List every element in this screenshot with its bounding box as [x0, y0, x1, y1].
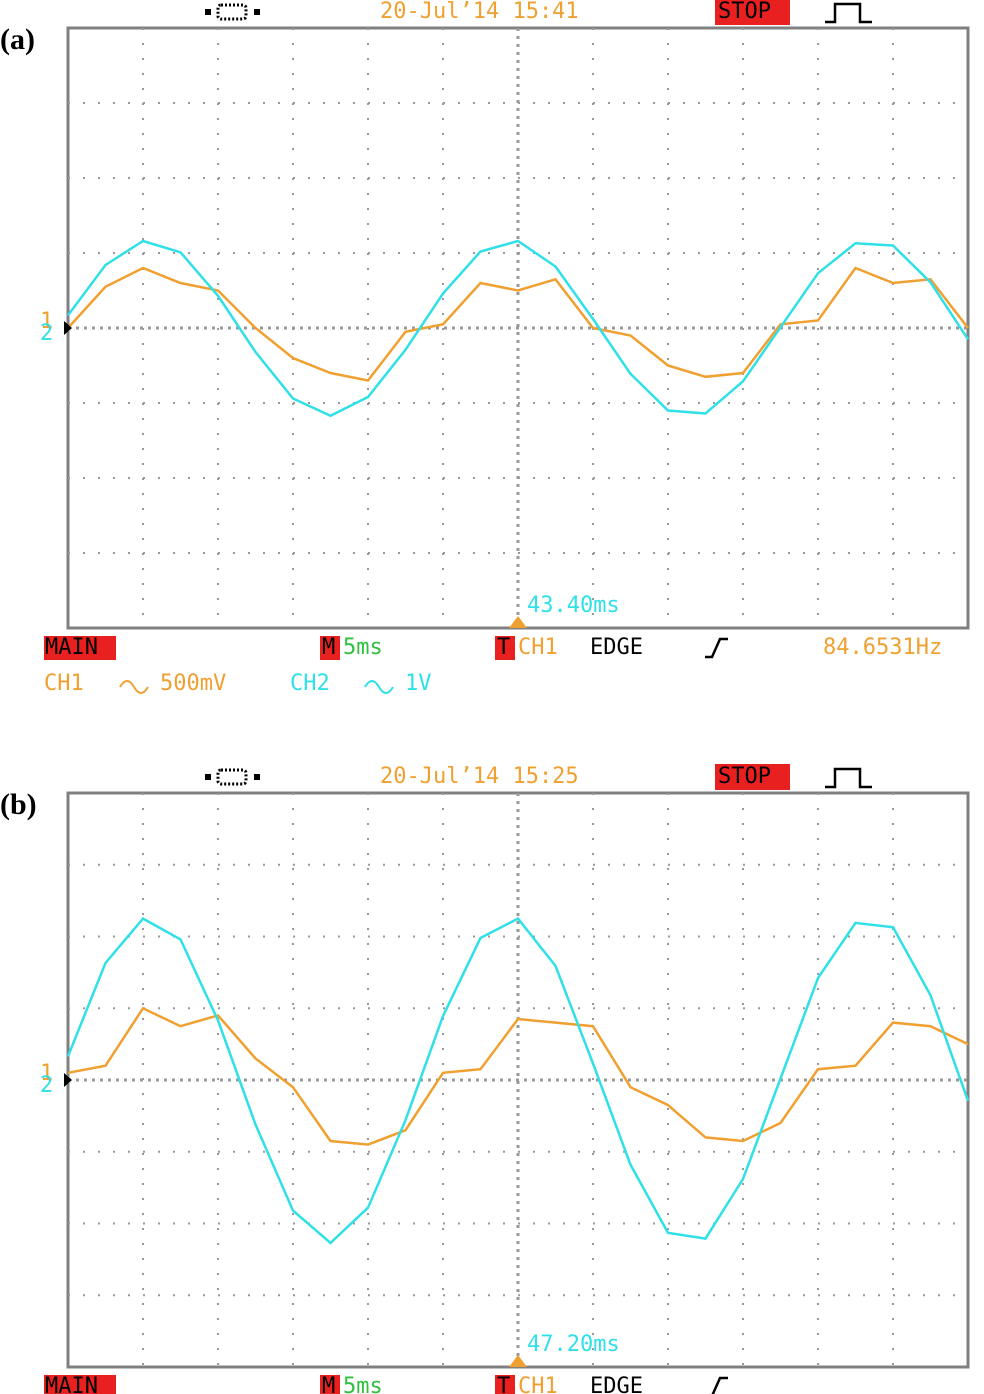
timebase: 5ms	[343, 635, 383, 660]
frequency: 84.6531Hz	[823, 635, 942, 660]
trigger-source: CH1	[518, 635, 558, 660]
mode: MAIN	[45, 1374, 98, 1394]
timebase-label: M	[322, 1374, 335, 1394]
pulse-icon	[825, 2, 872, 24]
usb-dot	[254, 9, 260, 15]
channel-marker: 2	[40, 321, 53, 346]
trigger-label-bg	[495, 636, 515, 660]
trace	[66, 239, 970, 418]
trace	[67, 266, 969, 382]
ac-coupling-icon	[364, 680, 394, 694]
edge-icon	[705, 637, 728, 659]
edge-icon	[711, 1376, 728, 1394]
trigger-label: T	[497, 635, 510, 660]
trigger-source: CH1	[518, 1374, 558, 1394]
channel-name: CH2	[290, 671, 330, 696]
ac-coupling-icon	[119, 680, 149, 694]
ground-marker	[64, 321, 72, 335]
trigger-marker	[509, 1355, 527, 1367]
panel-label: (a)	[0, 23, 35, 56]
channel-marker: 2	[40, 1073, 53, 1098]
mode-bg	[44, 1375, 116, 1394]
timebase-label: M	[322, 635, 335, 660]
run-state-bg	[715, 0, 790, 25]
run-state: STOP	[718, 764, 771, 789]
cursor-time: 43.40ms	[527, 593, 620, 618]
mode-bg	[44, 636, 116, 660]
usb-icon	[216, 3, 248, 21]
trigger-type: EDGE	[590, 635, 643, 660]
usb-dot	[254, 774, 260, 780]
timebase: 5ms	[343, 1374, 383, 1394]
trigger-label-bg	[495, 1375, 515, 1394]
trigger-marker	[509, 616, 527, 628]
timestamp: 20-Jul’14 15:25	[380, 764, 579, 789]
usb-dot	[205, 9, 211, 15]
channel-name: CH1	[44, 671, 84, 696]
run-state-bg	[715, 764, 790, 790]
channel-scale: 500mV	[160, 671, 226, 696]
timestamp: 20-Jul’14 15:41	[380, 0, 579, 24]
cursor-time: 47.20ms	[527, 1332, 620, 1357]
usb-icon	[216, 768, 248, 786]
channel-marker: 1	[40, 309, 53, 334]
timebase-label-bg	[320, 636, 340, 660]
run-state: STOP	[718, 0, 771, 24]
usb-dot	[205, 774, 211, 780]
trace	[67, 1006, 969, 1146]
channel-scale: 1V	[405, 671, 432, 696]
trace	[66, 917, 970, 1245]
timebase-label-bg	[320, 1375, 340, 1394]
ground-marker	[64, 1073, 72, 1087]
channel-marker: 1	[40, 1061, 53, 1086]
mode: MAIN	[45, 635, 98, 660]
trigger-label: T	[497, 1374, 510, 1394]
panel-label: (b)	[0, 788, 37, 821]
trigger-type: EDGE	[590, 1374, 643, 1394]
pulse-icon	[825, 767, 872, 789]
